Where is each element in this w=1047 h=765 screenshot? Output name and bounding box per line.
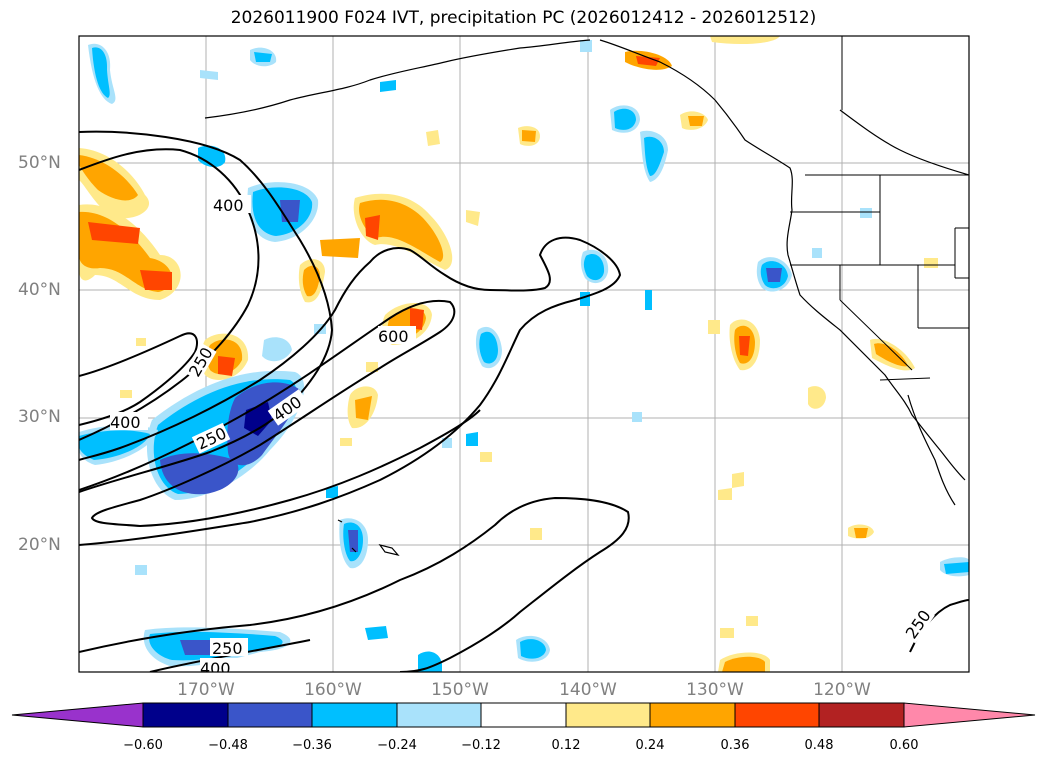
lat-label: 20°N xyxy=(18,535,61,555)
colorbar xyxy=(11,702,1036,728)
colorbar-segment xyxy=(142,702,229,728)
map-plot-area: 400 250 400 250 400 600 250 400 xyxy=(79,36,969,678)
contour-label: 400 xyxy=(200,659,231,678)
lon-label: 160°W xyxy=(304,680,362,700)
contour-label: 400 xyxy=(110,413,141,432)
colorbar-extend-low xyxy=(11,702,144,728)
lon-label: 130°W xyxy=(686,680,744,700)
colorbar-segment xyxy=(565,702,651,728)
colorbar-tick: 0.36 xyxy=(720,738,750,753)
lon-label: 150°W xyxy=(431,680,489,700)
contour-labels: 400 250 400 250 400 600 250 400 xyxy=(110,195,935,678)
map-frame xyxy=(78,35,970,673)
graticule xyxy=(79,36,969,672)
colorbar-segment xyxy=(311,702,398,728)
contour-label: 250 xyxy=(212,639,243,658)
colorbar-segment xyxy=(396,702,482,728)
colorbar-tick: −0.48 xyxy=(208,738,248,753)
political-borders xyxy=(790,36,969,381)
lat-label: 30°N xyxy=(18,407,61,427)
lon-label: 170°W xyxy=(177,680,235,700)
colorbar-tick: 0.12 xyxy=(551,738,581,753)
colorbar-tick: 0.24 xyxy=(635,738,665,753)
contour-label: 400 xyxy=(213,196,244,215)
coastlines xyxy=(204,39,969,556)
colorbar-tick: −0.12 xyxy=(461,738,501,753)
colorbar-extend-high xyxy=(903,702,1036,728)
colorbar-tick: −0.24 xyxy=(377,738,417,753)
colorbar-tick: −0.60 xyxy=(123,738,163,753)
contour-label: 600 xyxy=(378,327,409,346)
colorbar-segment xyxy=(649,702,736,728)
lon-label: 140°W xyxy=(559,680,617,700)
map-title: 2026011900 F024 IVT, precipitation PC (2… xyxy=(230,8,817,28)
colorbar-tick: 0.48 xyxy=(804,738,834,753)
lon-label: 120°W xyxy=(813,680,871,700)
colorbar-segment xyxy=(734,702,820,728)
colorbar-tick: −0.36 xyxy=(292,738,332,753)
colorbar-segment xyxy=(227,702,313,728)
lat-label: 40°N xyxy=(18,280,61,300)
colorbar-segment xyxy=(480,702,567,728)
colorbar-segment xyxy=(818,702,905,728)
colorbar-tick: 0.60 xyxy=(889,738,919,753)
lat-label: 50°N xyxy=(18,153,61,173)
